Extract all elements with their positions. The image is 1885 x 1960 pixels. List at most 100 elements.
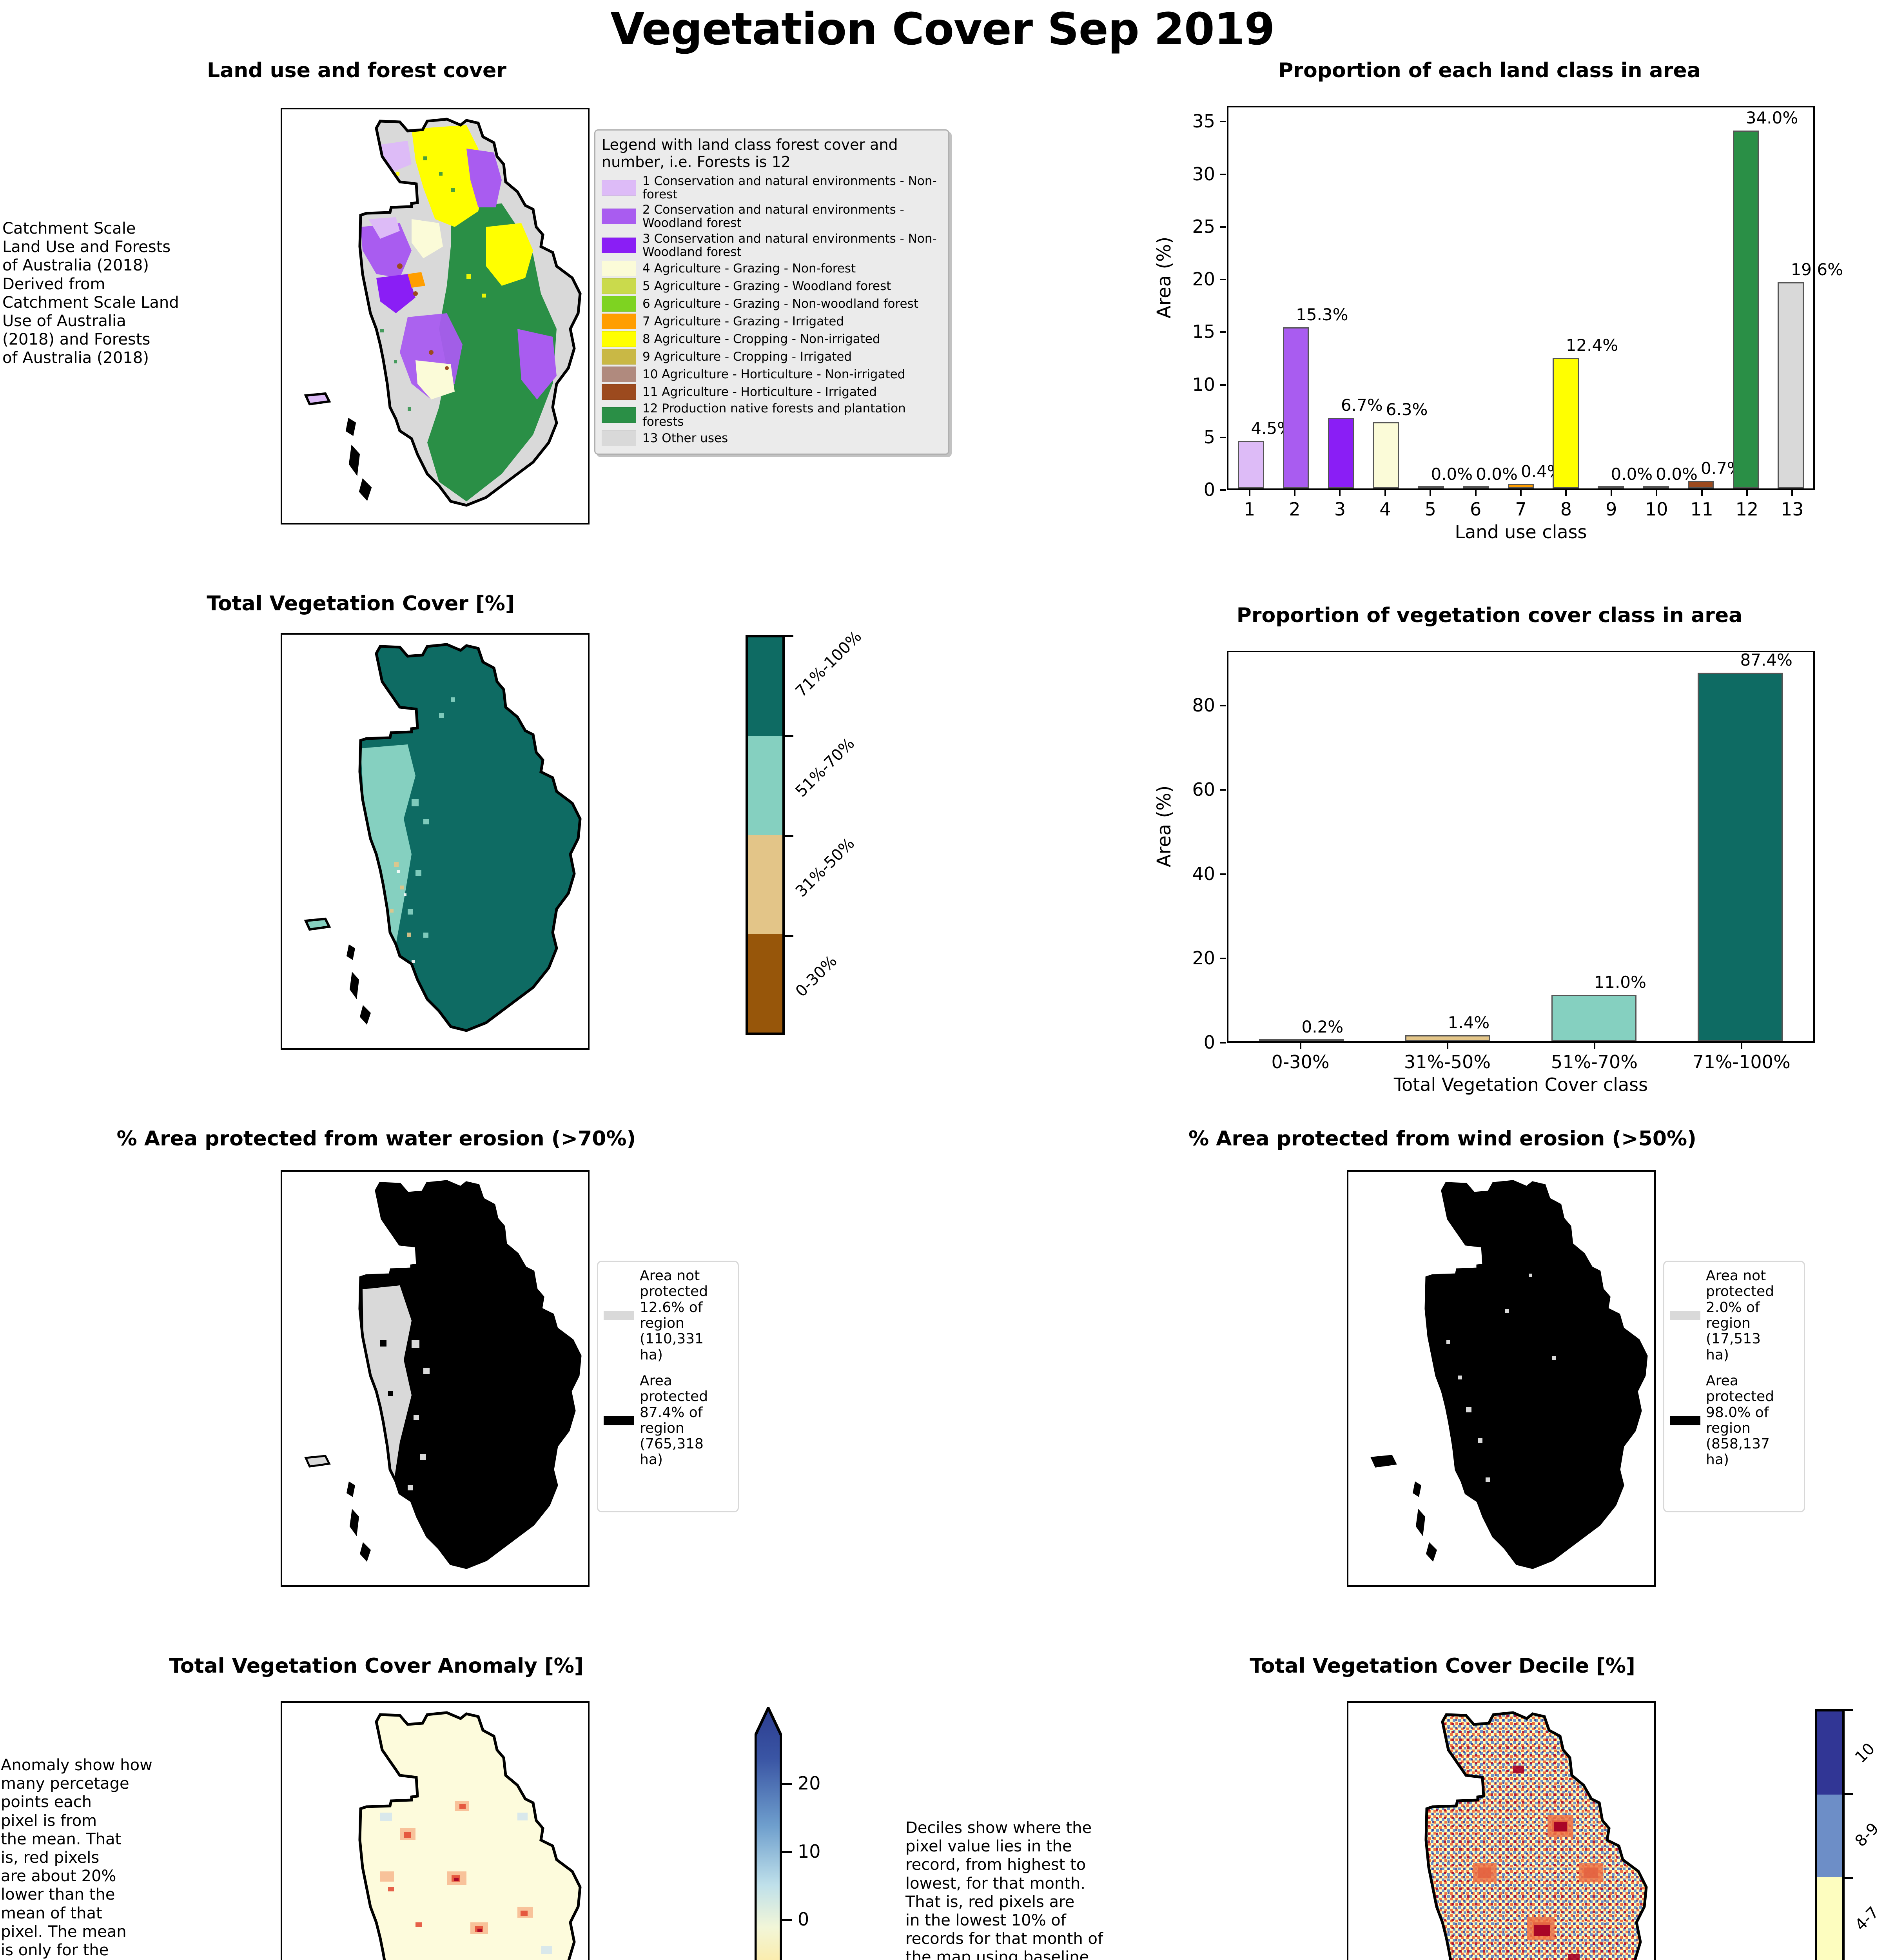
landclass-chart-bar[interactable]: [1238, 441, 1264, 488]
vegclass-chart-ytick-mark: [1220, 704, 1226, 706]
landclass-chart-bar-value: 0.0%: [1611, 465, 1653, 484]
landclass-chart-bar-cell[interactable]: 0.0%: [1408, 107, 1473, 488]
vegclass-chart-bar-value: 11.0%: [1594, 972, 1646, 992]
vegclass-chart-bar[interactable]: [1551, 995, 1636, 1041]
decile-note: Deciles show where the pixel value lies …: [905, 1819, 1103, 1960]
landclass-chart-bar-cell[interactable]: 0.0%: [1453, 107, 1518, 488]
decile-map[interactable]: [1347, 1701, 1656, 1960]
vegclass-chart-title: Proportion of vegetation cover class in …: [1236, 604, 1743, 627]
landuse-map[interactable]: [281, 108, 590, 524]
anomaly-map[interactable]: [281, 1701, 590, 1960]
landclass-chart-title: Proportion of each land class in area: [1278, 59, 1701, 82]
veg-colorbar-segment: [748, 736, 782, 835]
landclass-chart-xtick: 10: [1645, 499, 1668, 520]
veg-cover-map-graphic: [304, 643, 582, 1032]
landclass-chart-bar[interactable]: [1373, 422, 1399, 488]
landclass-chart-xtick-mark: [1294, 490, 1296, 496]
landclass-chart-bar-value: 34.0%: [1745, 108, 1798, 128]
landclass-chart-bar[interactable]: [1642, 486, 1669, 488]
landclass-chart-bar-cell[interactable]: 12.4%: [1543, 107, 1618, 488]
landclass-chart-bar-cell[interactable]: 34.0%: [1723, 107, 1798, 488]
landclass-chart-bar[interactable]: [1418, 486, 1444, 488]
legend-label: Area not protected 2.0% of region (17,51…: [1706, 1268, 1774, 1363]
anomaly-title: Total Vegetation Cover Anomaly [%]: [169, 1654, 584, 1678]
landclass-chart-ylabel: Area (%): [1153, 236, 1175, 319]
decile-map-graphic: [1424, 1711, 1648, 1960]
landclass-chart-bar-cell[interactable]: 0.0%: [1588, 107, 1653, 488]
legend-swatch: [604, 1416, 634, 1425]
water-erosion-map[interactable]: [281, 1170, 590, 1587]
vegclass-chart-bar-cell[interactable]: 0.2%: [1228, 652, 1375, 1041]
wind-erosion-map[interactable]: [1347, 1170, 1656, 1587]
landclass-chart-bar[interactable]: [1553, 358, 1579, 488]
landclass-chart-bar-cell[interactable]: 0.7%: [1678, 107, 1743, 488]
landclass-chart-ytick: 5: [1203, 426, 1215, 448]
wind-erosion-legend: Area not protected 2.0% of region (17,51…: [1663, 1261, 1805, 1512]
landclass-chart-bar-cell[interactable]: 6.7%: [1319, 107, 1383, 488]
vegclass-chart-bar-value: 1.4%: [1448, 1013, 1490, 1032]
veg-cover-map[interactable]: [281, 633, 590, 1050]
legend-swatch: [602, 366, 636, 382]
landclass-chart-bar[interactable]: [1598, 486, 1624, 488]
vegclass-chart-bar-cell[interactable]: 87.4%: [1667, 650, 1813, 1041]
vegclass-chart-xtick: 71%-100%: [1692, 1051, 1791, 1073]
vegclass-chart-xtick-mark: [1593, 1043, 1595, 1049]
landclass-chart-xlabel: Land use class: [1455, 521, 1587, 543]
vegclass-chart-bar-cell[interactable]: 1.4%: [1375, 652, 1521, 1041]
landclass-chart-ytick-mark: [1220, 384, 1226, 386]
legend-swatch: [602, 209, 636, 225]
vegclass-chart-bar[interactable]: [1405, 1035, 1490, 1041]
landuse-legend-item: 1 Conservation and natural environments …: [602, 174, 942, 201]
landclass-chart-bar-value: 12.4%: [1566, 336, 1618, 355]
landclass-chart-xtick: 6: [1470, 499, 1482, 520]
legend-swatch: [1670, 1310, 1700, 1320]
legend-swatch: [602, 384, 636, 400]
vegclass-chart-ytick: 40: [1192, 863, 1215, 884]
wind-erosion-legend-item: Area not protected 2.0% of region (17,51…: [1670, 1268, 1798, 1363]
landuse-legend-item: 12 Production native forests and plantat…: [602, 402, 942, 428]
landuse-source-note: Catchment Scale Land Use and Forests of …: [2, 220, 179, 367]
landclass-chart-bar-value: 0.0%: [1431, 465, 1473, 484]
landclass-chart-bar-cell[interactable]: 4.5%: [1228, 107, 1293, 488]
anomaly-colorbar-tick: [782, 1851, 792, 1853]
landuse-legend-item: 10 Agriculture - Horticulture - Non-irri…: [602, 366, 942, 382]
water-erosion-legend: Area not protected 12.6% of region (110,…: [597, 1261, 739, 1512]
landclass-chart-xtick: 8: [1560, 499, 1572, 520]
legend-label: Area protected 87.4% of region (765,318 …: [640, 1372, 708, 1468]
landclass-chart-bar-cell[interactable]: 15.3%: [1274, 107, 1348, 488]
landclass-chart-bar-cell[interactable]: 0.4%: [1499, 107, 1563, 488]
veg-colorbar-segment: [748, 637, 782, 736]
legend-label: 12 Production native forests and plantat…: [642, 401, 906, 429]
landclass-chart-bar[interactable]: [1462, 486, 1489, 488]
landclass-chart-ytick: 20: [1192, 269, 1215, 290]
landclass-chart-bar[interactable]: [1778, 282, 1804, 488]
landclass-chart-bar[interactable]: [1733, 131, 1759, 488]
landuse-legend-item: 2 Conservation and natural environments …: [602, 203, 942, 230]
landclass-chart: Area (%) 4.5% 15.3% 6.7% 6.3% 0.0% 0.0% 0.4% 12…: [1153, 98, 1843, 543]
landclass-chart-bar-cell[interactable]: 0.0%: [1633, 107, 1698, 488]
vegclass-chart-xtick: 31%-50%: [1404, 1051, 1491, 1073]
veg-colorbar-tick: [785, 635, 793, 637]
decile-colorbar-label: 10: [1851, 1739, 1879, 1767]
landclass-chart-bar[interactable]: [1687, 481, 1714, 488]
wind-erosion-title: % Area protected from wind erosion (>50%…: [1188, 1127, 1696, 1151]
veg-colorbar-segment: [748, 934, 782, 1033]
vegclass-chart-bar-cell[interactable]: 11.0%: [1521, 652, 1667, 1041]
landclass-chart-bar-cell[interactable]: 6.3%: [1363, 107, 1428, 488]
landclass-chart-bar[interactable]: [1328, 418, 1354, 488]
anomaly-colorbar-label: 0: [798, 1909, 809, 1930]
landclass-chart-xtick: 7: [1515, 499, 1527, 520]
legend-label: 5 Agriculture - Grazing - Woodland fores…: [642, 279, 891, 293]
decile-colorbar-tick: [1845, 1793, 1853, 1795]
landuse-legend-item: 5 Agriculture - Grazing - Woodland fores…: [602, 278, 942, 294]
landclass-chart-bar-cell[interactable]: 19.6%: [1768, 107, 1843, 488]
landclass-chart-xtick-mark: [1701, 490, 1703, 496]
vegclass-chart-bar[interactable]: [1259, 1039, 1344, 1041]
landclass-chart-bar[interactable]: [1283, 327, 1309, 488]
vegclass-chart-bar[interactable]: [1698, 673, 1783, 1041]
landclass-chart-ytick: 15: [1192, 321, 1215, 343]
page-title: Vegetation Cover Sep 2019: [610, 4, 1275, 55]
landclass-chart-bar[interactable]: [1508, 484, 1534, 488]
landclass-chart-xtick-mark: [1656, 490, 1658, 496]
landclass-chart-ytick: 0: [1203, 479, 1215, 500]
